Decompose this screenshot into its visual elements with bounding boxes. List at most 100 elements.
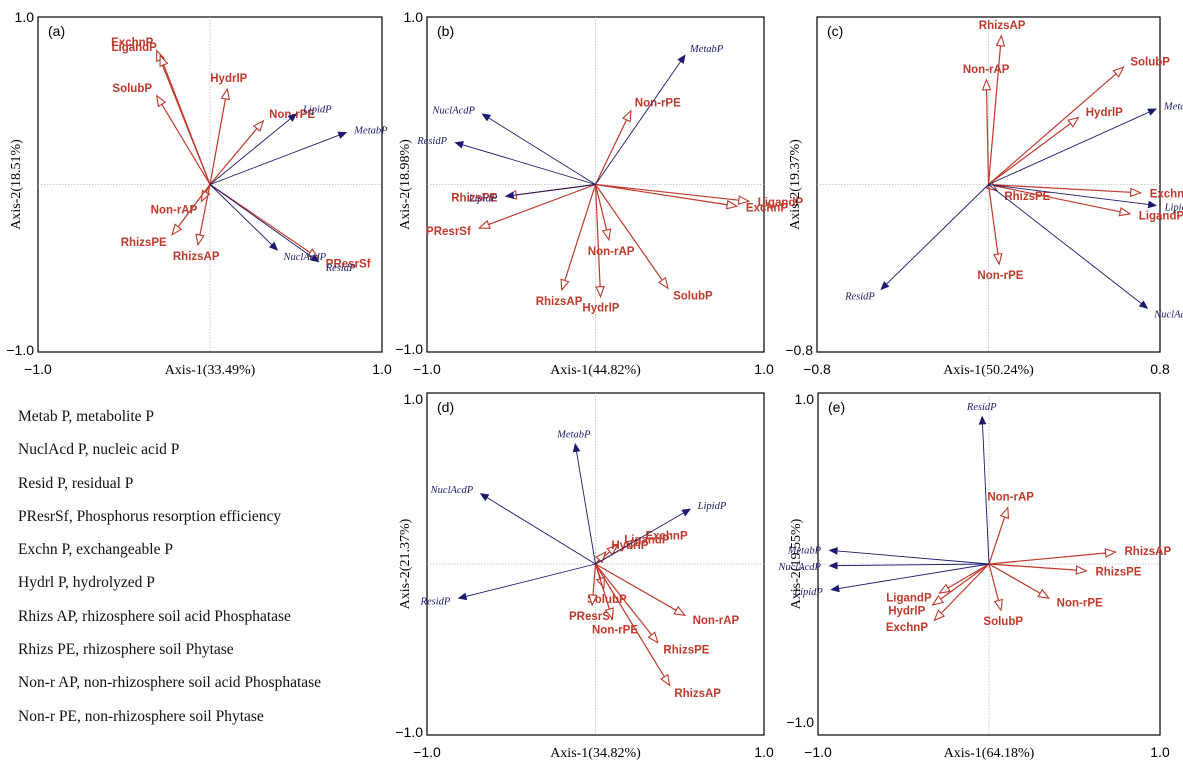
vector-label: SolubP <box>1130 56 1170 68</box>
vector-arrowhead <box>647 631 659 644</box>
vector-line <box>595 183 728 206</box>
vector-arrowhead <box>1075 565 1088 575</box>
vector-arrowhead <box>725 199 739 210</box>
vector-line <box>940 563 990 600</box>
vector-line <box>988 183 1121 213</box>
vector-line <box>486 497 596 565</box>
vector-line <box>177 184 211 228</box>
legend-item: PResrSf, Phosphorus resorption efficienc… <box>18 507 282 525</box>
vector-arrowhead <box>268 241 279 251</box>
vector-label: ResidP <box>420 596 451 607</box>
vector-line <box>988 563 1041 594</box>
vector-line <box>161 103 211 185</box>
vector-arrowhead <box>880 281 890 291</box>
vector-line <box>488 117 596 185</box>
vector-label: Non-rAP <box>963 64 1010 76</box>
x-axis-label: Axis-1(34.82%) <box>550 746 641 761</box>
panel-label: (e) <box>828 399 845 415</box>
x-tick-label: 1.0 <box>372 361 392 377</box>
vector-arrowhead <box>828 547 838 555</box>
vector-label: SolubP <box>673 291 713 303</box>
vector-label: MetabP <box>689 44 724 55</box>
panel-label: (b) <box>437 23 454 39</box>
vector-line <box>595 563 677 611</box>
vector-line <box>940 563 990 614</box>
vector-arrowhead <box>999 506 1010 520</box>
vector-line <box>199 184 211 236</box>
vector-arrowhead <box>560 278 570 292</box>
vector-arrowhead <box>677 54 686 64</box>
legend-item: Rhizs PE, rhizosphere soil Phytase <box>18 641 234 659</box>
vector-line <box>592 563 597 596</box>
vector-label: NuclAcdP <box>431 105 475 116</box>
vector-label: LipidP <box>468 193 498 204</box>
vector-label: NuclAcdP <box>283 252 327 263</box>
y-axis-label: Axis-2(18.98%) <box>398 139 413 230</box>
x-axis-label: Axis-1(44.82%) <box>550 363 641 378</box>
vector-line <box>836 550 990 565</box>
x-tick-label: −1.0 <box>24 361 52 377</box>
vector-line <box>988 122 1071 185</box>
vector-line <box>595 512 685 565</box>
vector-arrowhead <box>1118 206 1132 217</box>
vector-arrowhead <box>309 254 320 263</box>
vector-label: ExchnP <box>886 622 929 634</box>
vector-arrowhead <box>978 415 987 425</box>
vector-label: PResrSf <box>426 226 471 238</box>
vector-label: ExchnP <box>645 531 688 543</box>
vector-label: RhizsAP <box>536 296 583 308</box>
vector-line <box>987 184 999 255</box>
vector-label: HydrlP <box>611 540 648 552</box>
vector-label: ResidP <box>416 136 447 147</box>
vector-label: LigandP <box>758 197 804 209</box>
vector-arrowhead <box>572 442 581 453</box>
y-axis-label: Axis-2(18.51%) <box>9 139 24 230</box>
legend-item: Non-r AP, non-rhizosphere soil acid Phos… <box>18 674 322 692</box>
vector-arrowhead <box>195 233 205 247</box>
x-axis-label: Axis-1(64.18%) <box>944 746 1035 761</box>
vector-label: SolubP <box>983 616 1023 628</box>
y-tick-label: −1.0 <box>395 724 423 740</box>
vector-line <box>209 134 340 185</box>
vector-label: HydrlP <box>210 73 247 85</box>
vector-label: ExchnP <box>1150 188 1183 200</box>
vector-line <box>564 184 597 281</box>
vector-label: Non-rPE <box>635 98 681 110</box>
vector-arrowhead <box>993 598 1003 612</box>
vector-label: Non-rPE <box>592 625 638 637</box>
y-tick-label: 1.0 <box>15 9 35 25</box>
vector-arrowhead <box>479 493 490 502</box>
vector-arrowhead <box>681 508 692 517</box>
vector-arrowhead <box>1112 66 1125 78</box>
vector-label: MetabP <box>787 546 822 557</box>
vector-arrowhead <box>660 673 671 687</box>
vector-line <box>163 64 211 185</box>
vector-line <box>576 451 596 565</box>
vector-label: RhizsAP <box>979 20 1026 32</box>
vector-label: Non-rAP <box>151 204 198 216</box>
vector-arrowhead <box>933 609 946 622</box>
vector-arrowhead <box>938 583 951 594</box>
vector-label: ResidP <box>325 263 356 274</box>
vector-arrowhead <box>159 54 169 68</box>
vector-line <box>836 563 990 567</box>
vector-line <box>594 563 610 610</box>
vector-arrowhead <box>995 34 1006 47</box>
vector-label: HydrlP <box>1086 107 1123 119</box>
vector-label: PResrSf <box>569 611 614 623</box>
x-tick-label: −1.0 <box>413 361 441 377</box>
y-axis-label: Axis-2(19.37%) <box>788 139 803 230</box>
vector-arrowhead <box>588 594 598 607</box>
vector-line <box>988 563 1000 601</box>
vector-arrowhead <box>830 584 840 593</box>
y-tick-label: −1.0 <box>6 342 34 358</box>
vector-line <box>982 423 990 565</box>
vector-arrowhead <box>457 592 468 601</box>
vector-arrowhead <box>604 607 614 621</box>
vector-label: LipidP <box>793 587 823 598</box>
x-tick-label: −1.0 <box>413 744 441 760</box>
y-tick-label: −1.0 <box>395 341 423 357</box>
vector-line <box>513 184 596 196</box>
x-tick-label: 0.8 <box>1150 361 1170 377</box>
